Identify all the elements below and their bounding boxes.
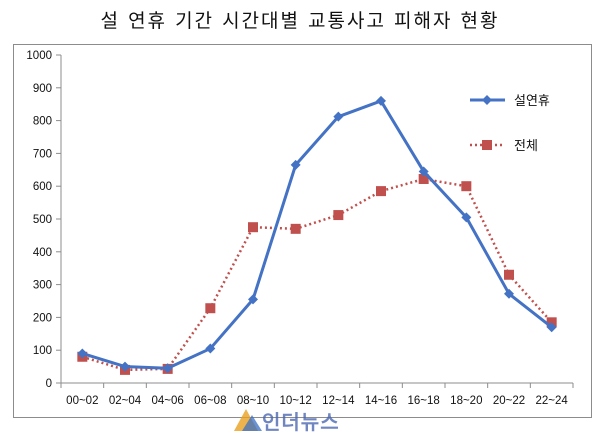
data-point [290,223,301,234]
chart-frame [13,44,592,418]
series-line [81,177,553,372]
watermark-text: 인더뉴스 [262,409,340,434]
data-point [504,269,514,280]
chart-series [77,95,557,375]
data-point [418,166,429,177]
legend-label: 전체 [514,139,538,154]
data-point [333,111,344,122]
watermark-logo-icon [234,409,262,431]
x-tick-label: 02~04 [109,395,142,407]
data-point [205,303,216,314]
y-tick-label: 300 [33,280,52,292]
y-tick-label: 100 [33,345,52,357]
x-tick-label: 18~20 [450,395,482,407]
legend-marker [482,95,492,105]
data-point [504,288,514,299]
x-tick-label: 04~06 [152,395,184,407]
data-point [376,186,386,197]
y-tick-label: 700 [33,148,52,160]
series-line [81,99,553,370]
chart-title: 설 연휴 기간 시간대별 교통사고 피해자 현황 [100,10,500,32]
data-point [77,348,88,359]
y-tick-label: 1000 [26,50,52,62]
data-point [461,181,472,192]
data-point [461,212,472,223]
data-point [248,294,258,305]
data-point [333,210,344,221]
x-tick-label: 06~08 [194,395,226,407]
x-tick-label: 20~22 [493,395,525,407]
x-tick-label: 16~18 [408,395,440,407]
data-point [162,363,173,374]
x-tick-label: 22~24 [536,395,569,407]
chart-axes: 0 100 200 300 400 500 600 700 800 900 1000 00~02 02~… [26,50,574,407]
x-tick-label: 00~02 [66,395,98,407]
x-tick-label: 12~14 [322,395,355,407]
y-tick-label: 500 [33,214,52,226]
y-tick-label: 900 [33,83,52,95]
data-point [376,95,386,106]
legend-label: 설연휴 [514,94,550,109]
data-point [418,173,429,184]
y-tick-label: 0 [46,378,52,390]
data-point [546,322,557,333]
x-tick-label: 10~12 [280,395,312,407]
data-point [290,159,301,170]
data-point [120,361,130,372]
x-tick-label: 08~10 [237,395,269,407]
data-point [205,343,216,354]
y-tick-label: 800 [33,116,52,128]
y-tick-label: 400 [33,247,52,259]
watermark: 인더뉴스 [232,406,340,434]
legend-marker [482,140,492,150]
y-tick-label: 200 [33,312,52,324]
x-tick-label: 14~16 [365,395,397,407]
data-point [248,222,258,233]
y-tick-label: 600 [33,181,52,193]
